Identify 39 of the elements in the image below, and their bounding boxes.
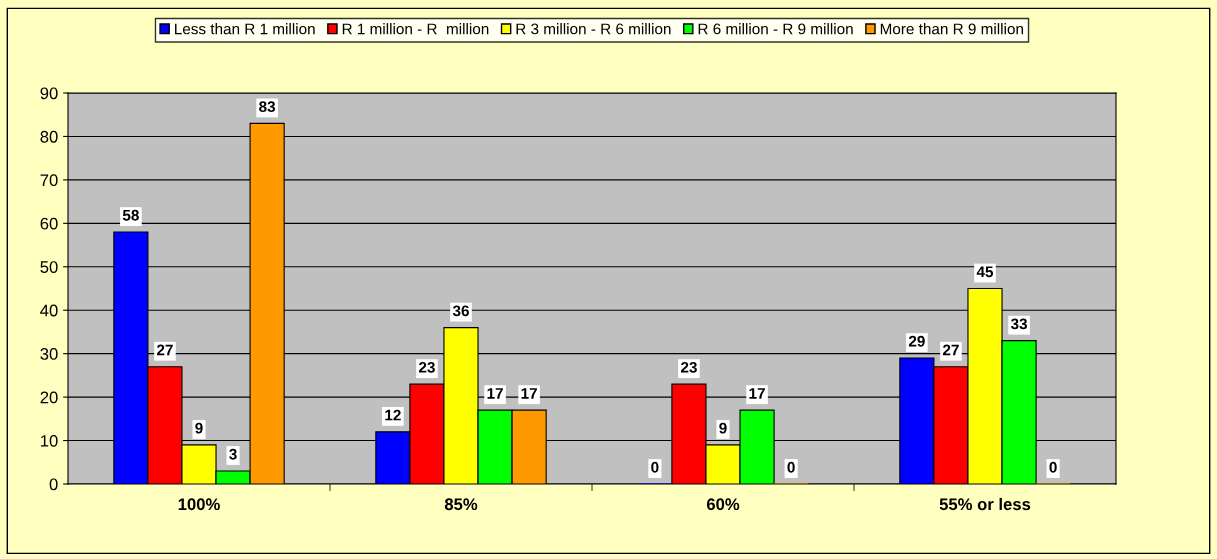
data-label: 17 [749,388,765,399]
data-label: 9 [195,422,203,434]
legend-label: R 3 million - R 6 million [516,23,671,35]
data-label: 27 [942,344,959,356]
data-label: 0 [651,461,659,473]
data-label: 23 [680,361,697,373]
data-label: 23 [418,361,435,373]
data-label: 0 [1049,461,1057,473]
legend-label: More than R 9 million [880,23,1023,35]
x-tick-label: 100% [178,498,220,511]
x-tick-label: 55% or less [939,497,1031,511]
data-label: 29 [908,335,925,347]
data-label: 12 [385,409,401,421]
x-tick-label: 85% [444,498,478,511]
y-tick-label: 30 [40,348,58,360]
data-label: 36 [452,305,469,317]
y-tick-label: 70 [40,174,58,187]
data-label: 58 [122,209,139,221]
y-tick-label: 0 [49,478,58,491]
y-tick-label: 40 [40,304,58,317]
y-tick-label: 60 [40,217,58,230]
y-tick-label: 10 [41,434,58,447]
data-label: 3 [229,448,237,460]
x-tick-label: 60% [706,498,740,511]
data-label: 27 [156,344,173,356]
y-tick-label: 80 [40,130,58,143]
data-label: 33 [1010,318,1028,330]
y-tick-label: 90 [40,87,58,100]
legend-label: R 6 million - R 9 million [698,23,853,35]
legend-label: Less than R 1 million [175,23,315,35]
y-tick-label: 20 [40,391,58,404]
data-label: 45 [976,266,994,278]
data-label: 83 [259,101,276,113]
data-label: 17 [521,388,537,399]
data-label: 17 [487,388,503,399]
data-label: 9 [719,422,727,434]
legend-label: R 1 million - R million [342,23,489,35]
y-tick-label: 50 [40,261,58,273]
data-label: 0 [787,461,795,473]
